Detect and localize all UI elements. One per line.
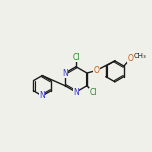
Text: Cl: Cl — [72, 53, 80, 62]
Text: CH₃: CH₃ — [134, 54, 147, 59]
Text: O: O — [127, 54, 133, 63]
Text: N: N — [39, 91, 45, 100]
Text: N: N — [73, 88, 79, 97]
Text: N: N — [62, 69, 68, 78]
Text: Cl: Cl — [90, 88, 97, 97]
Text: O: O — [93, 66, 99, 75]
